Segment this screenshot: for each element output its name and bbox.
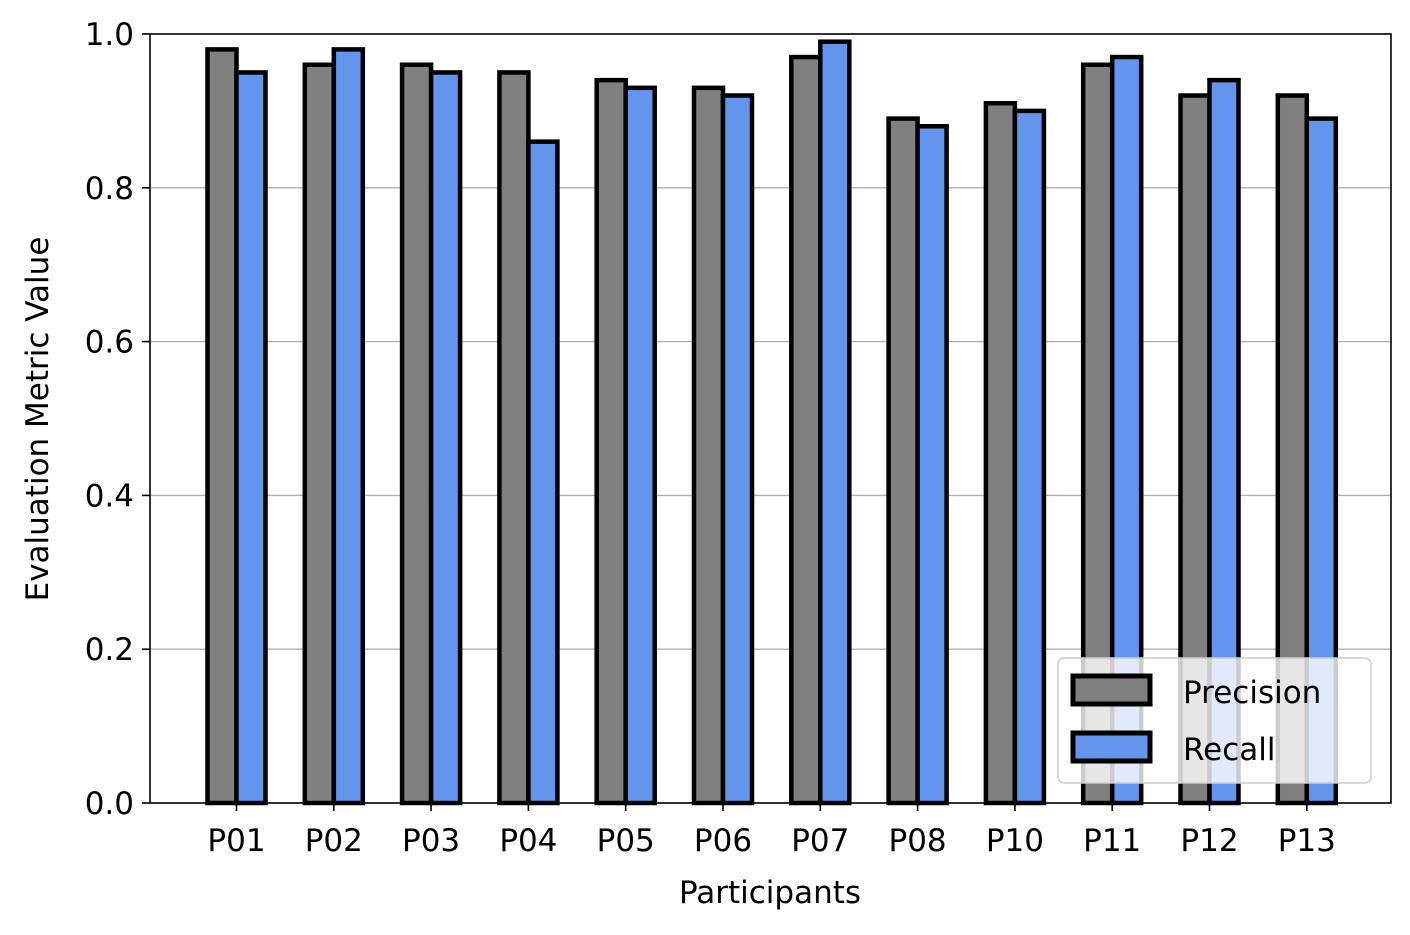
y-axis: 0.0 0.2 0.4 0.6 0.8 1.0 xyxy=(85,17,150,822)
y-axis-label: Evaluation Metric Value xyxy=(20,237,56,602)
bar-recall-p07 xyxy=(818,39,852,806)
y-tick-label: 0.0 xyxy=(85,786,134,822)
x-axis: P01 P02 P03 P04 P05 P06 P07 P08 P10 P11 P12 P13 xyxy=(207,803,1336,859)
bar-recall-p06 xyxy=(720,93,755,806)
bar-precision-p04 xyxy=(497,70,531,806)
bar-precision-p10 xyxy=(983,100,1018,806)
y-tick-label: 0.6 xyxy=(85,325,134,361)
legend-label-precision: Precision xyxy=(1183,675,1321,711)
legend-swatch-recall xyxy=(1070,730,1153,764)
bar-recall-p08 xyxy=(915,124,949,806)
bar-recall-p03 xyxy=(428,70,463,806)
bar-precision-p01 xyxy=(205,47,239,806)
x-tick-label: P12 xyxy=(1180,823,1238,859)
bar-recall-p01 xyxy=(234,70,268,806)
x-tick-label: P10 xyxy=(986,823,1044,859)
y-tick-label: 1.0 xyxy=(85,17,134,53)
bar-precision-p02 xyxy=(302,62,337,806)
y-tick-label: 0.4 xyxy=(85,478,134,514)
legend: Precision Recall xyxy=(1057,657,1372,784)
x-tick-label: P05 xyxy=(597,823,655,859)
bar-precision-p05 xyxy=(594,77,628,806)
bar-precision-p03 xyxy=(399,62,434,806)
bar-precision-p07 xyxy=(789,54,823,806)
x-tick-label: P04 xyxy=(499,823,557,859)
bar-precision-p08 xyxy=(886,116,920,806)
x-tick-label: P07 xyxy=(791,823,849,859)
x-tick-label: P03 xyxy=(402,823,460,859)
x-tick-label: P11 xyxy=(1083,823,1141,859)
bar-precision-p06 xyxy=(691,85,726,806)
x-tick-label: P08 xyxy=(889,823,947,859)
legend-label-recall: Recall xyxy=(1183,732,1276,768)
x-tick-label: P06 xyxy=(694,823,752,859)
legend-swatch-precision xyxy=(1070,673,1153,707)
y-tick-label: 0.8 xyxy=(85,171,134,207)
y-tick-label: 0.2 xyxy=(85,632,134,668)
bar-recall-p05 xyxy=(623,85,657,806)
bar-recall-p04 xyxy=(526,139,560,806)
x-axis-label: Participants xyxy=(679,875,861,911)
bar-recall-p10 xyxy=(1012,108,1047,806)
bar-recall-p02 xyxy=(331,47,366,806)
x-tick-label: P13 xyxy=(1278,823,1336,859)
x-tick-label: P01 xyxy=(207,823,265,859)
x-tick-label: P02 xyxy=(305,823,363,859)
plot-frame xyxy=(149,33,1392,804)
